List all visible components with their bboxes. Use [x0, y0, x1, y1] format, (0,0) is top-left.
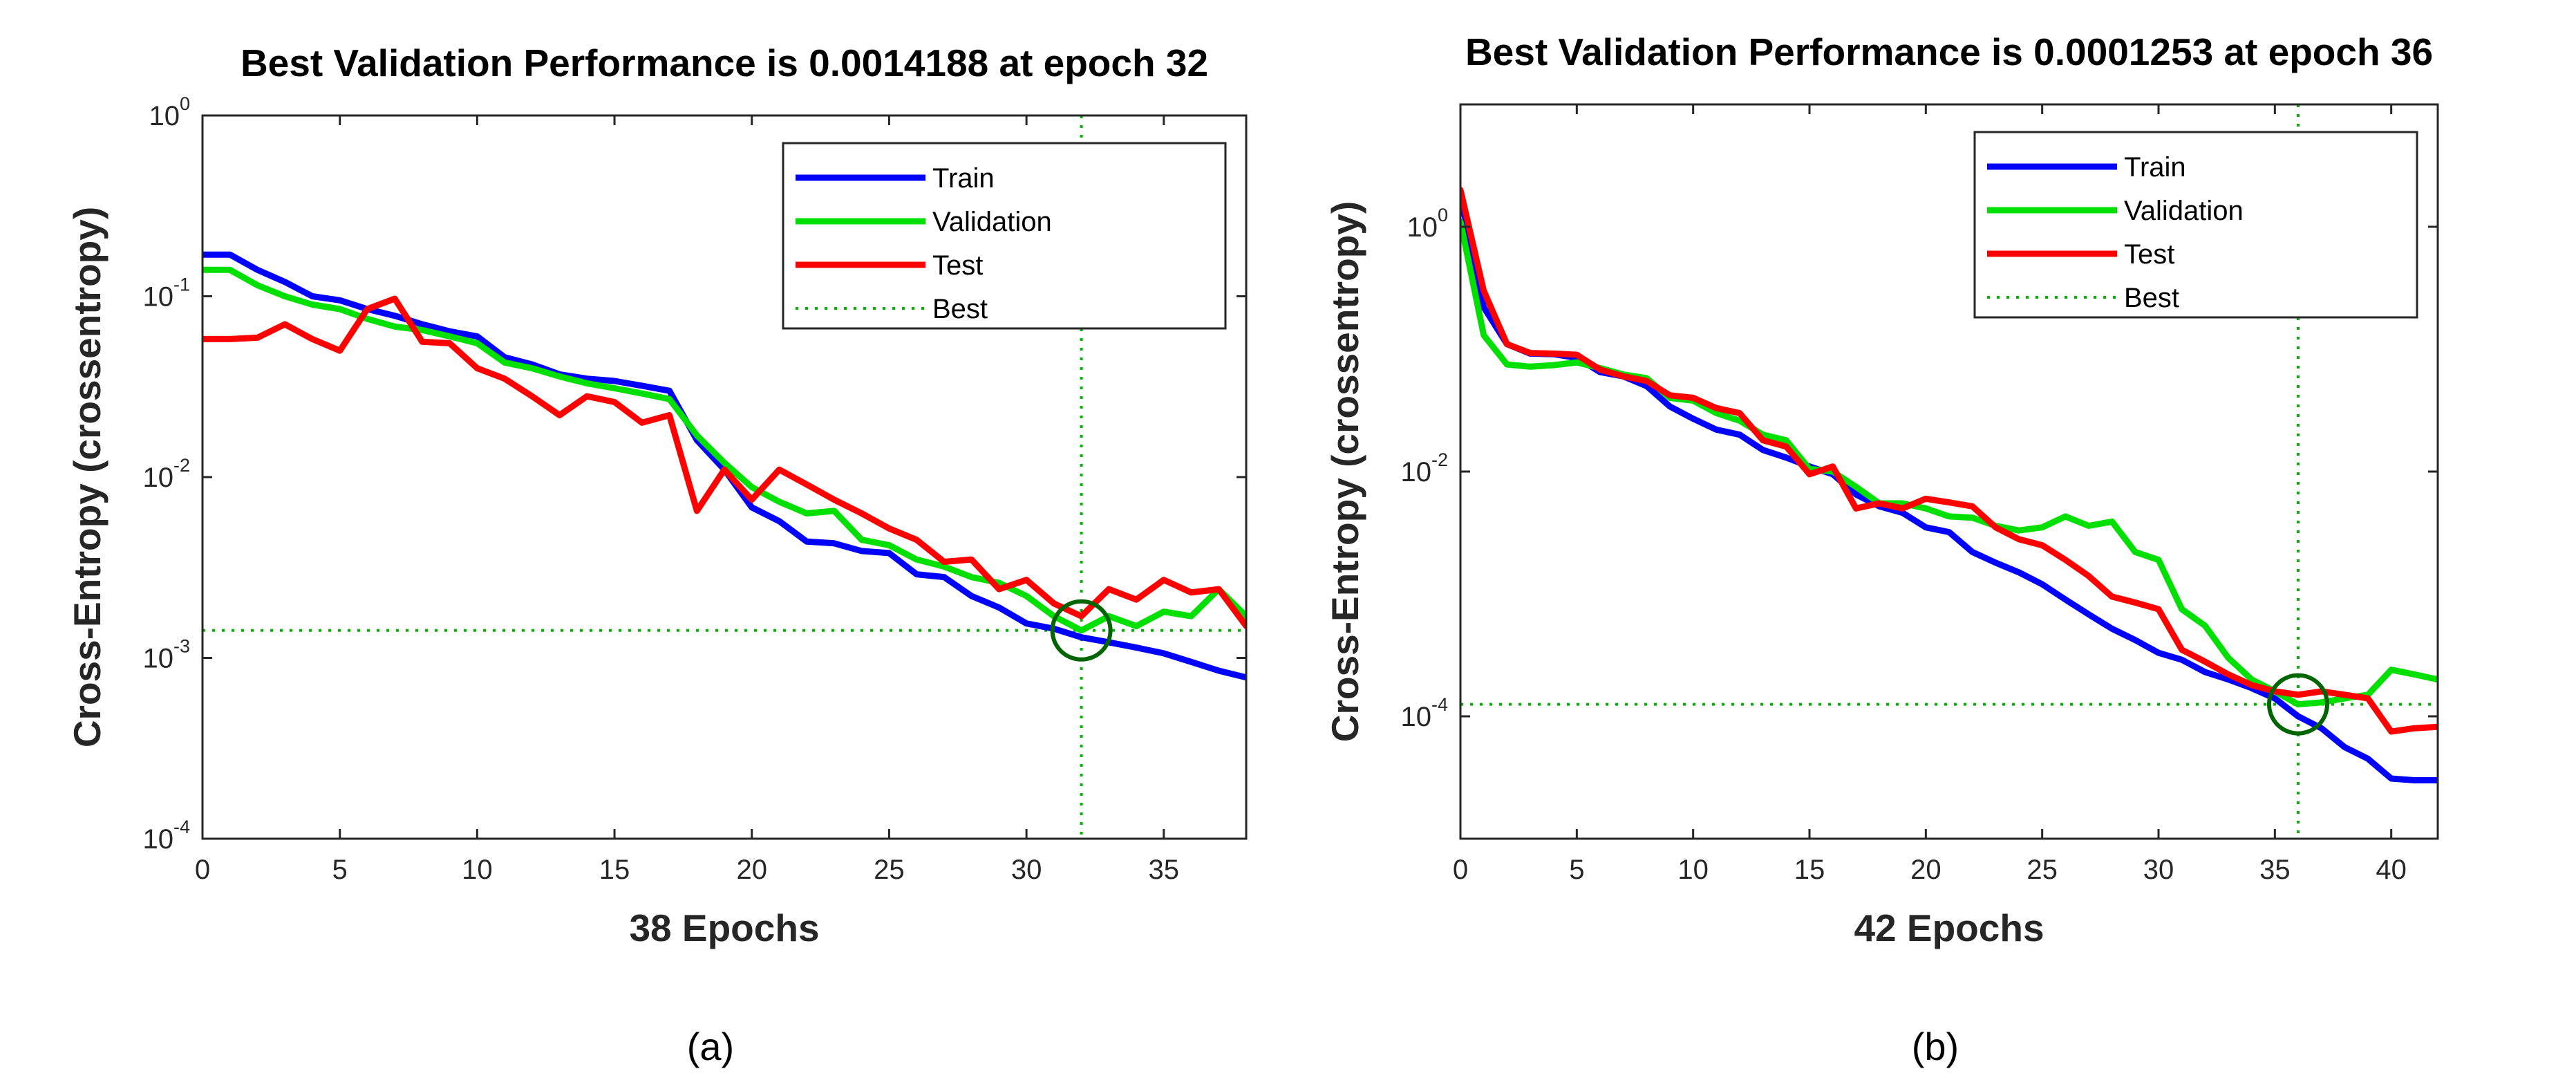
chart-title: Best Validation Performance is 0.0001253… [1465, 30, 2433, 73]
y-tick-label: 10-4 [1400, 694, 1448, 732]
x-tick-label: 10 [1677, 855, 1709, 885]
x-tick-label: 20 [736, 855, 767, 885]
x-tick-label: 15 [1794, 855, 1825, 885]
y-tick-label: 100 [149, 93, 190, 131]
chart-title: Best Validation Performance is 0.0014188… [241, 41, 1208, 84]
legend-label: Test [2124, 239, 2174, 270]
x-tick-label: 35 [2259, 855, 2291, 885]
y-axis-label: Cross-Entropy (crossentropy) [66, 207, 109, 747]
x-tick-label: 0 [195, 855, 210, 885]
legend-label: Test [932, 250, 983, 281]
y-axis-label: Cross-Entropy (crossentropy) [1324, 201, 1366, 742]
x-tick-label: 25 [874, 855, 905, 885]
legend-label: Best [2124, 283, 2179, 313]
legend-label: Train [932, 163, 995, 194]
series-line-test [1460, 187, 2438, 735]
x-tick-label: 30 [2143, 855, 2174, 885]
y-tick-label: 10-4 [142, 817, 190, 855]
x-tick-label: 35 [1149, 855, 1180, 885]
legend: Train Validation Test Best [782, 142, 1227, 330]
x-tick-label: 15 [599, 855, 630, 885]
legend-label: Train [2124, 152, 2186, 183]
series-line-validation [203, 266, 1246, 634]
x-tick-label: 30 [1011, 855, 1042, 885]
x-tick-label: 0 [1453, 855, 1468, 885]
figure-caption: (b) [1912, 1025, 1959, 1068]
legend-box [1973, 131, 2418, 319]
legend-label: Validation [932, 207, 1052, 237]
best-marker [1050, 599, 1113, 662]
x-tick-label: 20 [1910, 855, 1942, 885]
y-tick-label: 10-3 [142, 636, 190, 674]
y-tick-label: 10-1 [142, 274, 190, 313]
chart-a: 0 5 10 15 20 25 30 35 100 10-1 10-2 10-3 10-4 Best Va… [66, 41, 1248, 1068]
x-tick-label: 5 [332, 855, 348, 885]
x-tick-label: 5 [1569, 855, 1584, 885]
chart-b: 0 5 10 15 20 25 30 35 40 100 10-2 10-4 Best Validati… [1324, 30, 2439, 1068]
x-axis-label: 42 Epochs [1854, 906, 2044, 949]
x-tick-label: 25 [2027, 855, 2058, 885]
y-tick-label: 10-2 [1400, 449, 1448, 487]
legend: Train Validation Test Best [1973, 131, 2418, 319]
y-tick-label: 100 [1407, 205, 1448, 243]
best-marker [2267, 673, 2329, 736]
x-axis-label: 38 Epochs [629, 906, 819, 949]
legend-label: Best [932, 294, 988, 324]
x-tick-label: 40 [2376, 855, 2407, 885]
legend-box [782, 142, 1227, 330]
series-line-test [203, 295, 1246, 629]
legend-label: Validation [2124, 196, 2244, 226]
x-tick-label: 10 [462, 855, 493, 885]
figure-caption: (a) [687, 1025, 734, 1068]
y-tick-label: 10-2 [142, 455, 190, 493]
